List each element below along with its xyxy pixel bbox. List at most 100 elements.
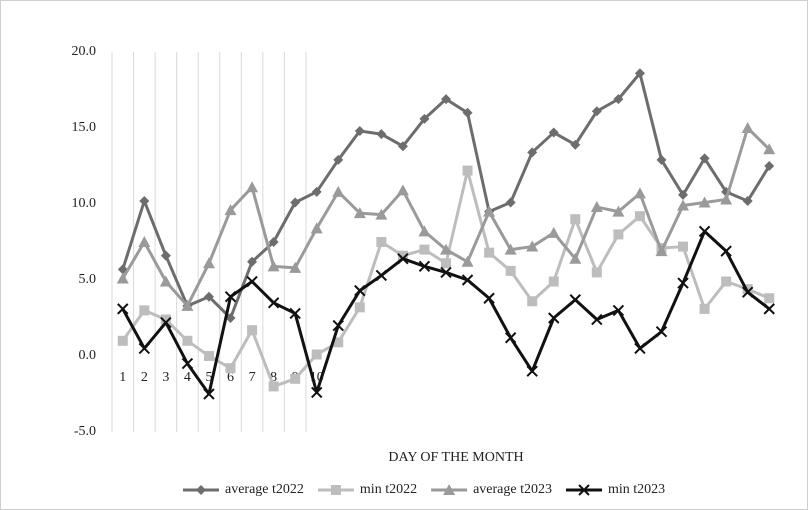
marker: [698, 225, 711, 238]
marker: [333, 337, 344, 348]
marker: [633, 187, 646, 199]
marker: [742, 195, 753, 206]
marker: [203, 388, 215, 400]
marker: [441, 258, 451, 269]
marker: [634, 211, 645, 222]
marker: [311, 349, 322, 360]
marker: [440, 266, 452, 279]
marker: [419, 113, 430, 124]
marker: [224, 291, 237, 303]
marker: [397, 253, 409, 265]
marker: [419, 244, 430, 255]
legend-label: average t2023: [473, 482, 552, 497]
marker: [116, 272, 129, 284]
marker: [225, 363, 236, 374]
y-tick-label: 5.0: [79, 272, 97, 287]
marker: [634, 342, 646, 355]
marker: [612, 205, 625, 217]
marker: [591, 106, 602, 117]
marker: [267, 260, 280, 272]
marker: [418, 225, 431, 237]
x-tick-label: 5: [205, 370, 212, 385]
marker: [418, 260, 431, 273]
marker: [678, 241, 689, 252]
y-tick-label: 0.0: [79, 348, 97, 363]
marker: [764, 161, 775, 171]
marker: [289, 261, 302, 273]
marker: [461, 274, 474, 286]
marker: [225, 313, 236, 323]
marker: [763, 143, 776, 155]
marker: [613, 94, 624, 105]
marker: [247, 256, 258, 267]
marker: [678, 189, 689, 200]
marker: [699, 153, 710, 164]
marker: [569, 294, 581, 306]
marker: [763, 303, 775, 315]
marker: [548, 276, 559, 287]
marker: [721, 276, 732, 287]
legend-label: average t2022: [225, 482, 304, 497]
legend-marker: [443, 484, 456, 495]
marker: [527, 147, 538, 158]
marker: [311, 386, 323, 399]
marker: [290, 197, 301, 208]
marker: [613, 229, 624, 240]
marker: [353, 207, 366, 219]
marker: [440, 243, 452, 255]
marker: [375, 269, 388, 282]
x-axis-title: DAY OF THE MONTH: [388, 450, 523, 465]
marker: [354, 126, 365, 137]
x-tick-label: 2: [141, 370, 148, 385]
marker: [289, 307, 301, 320]
marker: [138, 342, 151, 355]
marker: [354, 284, 366, 297]
marker: [570, 139, 581, 150]
marker: [634, 68, 645, 79]
marker: [268, 381, 279, 392]
x-tick-label: 7: [249, 370, 256, 385]
marker: [354, 302, 365, 313]
marker: [548, 312, 560, 324]
marker: [655, 245, 668, 257]
marker: [570, 214, 581, 225]
marker: [741, 286, 754, 298]
marker: [267, 297, 280, 309]
marker: [677, 199, 690, 211]
marker: [290, 373, 301, 384]
x-tick-label: 8: [270, 370, 277, 385]
marker: [461, 255, 474, 267]
marker: [396, 184, 409, 196]
marker: [310, 222, 323, 234]
legend-marker: [578, 484, 590, 496]
marker: [462, 165, 473, 176]
marker: [376, 237, 387, 247]
marker: [246, 181, 259, 193]
marker: [484, 247, 495, 258]
marker: [483, 292, 495, 304]
marker: [138, 236, 151, 247]
marker: [548, 127, 559, 138]
legend-marker: [196, 485, 206, 495]
marker: [268, 237, 279, 247]
marker: [181, 299, 194, 311]
marker: [462, 107, 473, 118]
marker: [677, 277, 689, 289]
marker: [720, 193, 733, 205]
marker: [332, 319, 344, 332]
legend-label: min t2023: [608, 482, 665, 497]
marker: [655, 325, 668, 338]
marker: [160, 250, 171, 261]
marker: [117, 335, 128, 346]
marker: [203, 291, 214, 302]
marker: [526, 365, 538, 377]
marker: [483, 205, 496, 217]
marker: [182, 335, 193, 346]
y-tick-label: 10.0: [72, 196, 97, 211]
legend-label: min t2022: [360, 482, 417, 497]
marker: [160, 316, 172, 329]
marker: [612, 304, 625, 317]
marker: [590, 201, 603, 213]
marker: [181, 357, 194, 370]
